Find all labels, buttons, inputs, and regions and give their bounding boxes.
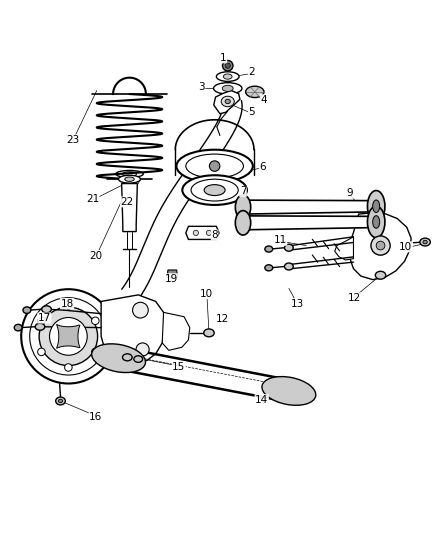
Ellipse shape (262, 377, 316, 405)
Ellipse shape (123, 354, 132, 361)
Ellipse shape (420, 238, 430, 246)
Text: 14: 14 (255, 394, 268, 405)
Text: 17: 17 (38, 313, 51, 323)
Ellipse shape (373, 200, 380, 213)
Circle shape (49, 318, 87, 355)
Text: 12: 12 (216, 314, 229, 324)
Ellipse shape (216, 72, 239, 82)
Polygon shape (186, 227, 219, 239)
Ellipse shape (285, 263, 293, 270)
Ellipse shape (375, 271, 386, 279)
Text: 5: 5 (248, 107, 255, 117)
Ellipse shape (56, 397, 65, 405)
Ellipse shape (134, 356, 143, 362)
Ellipse shape (246, 86, 264, 98)
Circle shape (223, 60, 233, 71)
Ellipse shape (23, 307, 31, 313)
Circle shape (376, 241, 385, 250)
Circle shape (38, 348, 45, 356)
Text: 7: 7 (240, 187, 246, 196)
Ellipse shape (123, 172, 137, 176)
Ellipse shape (116, 171, 143, 177)
Ellipse shape (204, 184, 225, 196)
Text: 21: 21 (86, 194, 99, 204)
Text: 20: 20 (89, 251, 102, 261)
Circle shape (193, 230, 198, 236)
Ellipse shape (223, 74, 232, 79)
Text: 23: 23 (66, 135, 79, 145)
Text: 19: 19 (164, 274, 177, 284)
Circle shape (225, 63, 230, 68)
Ellipse shape (423, 240, 427, 244)
Polygon shape (243, 200, 376, 214)
Polygon shape (214, 91, 240, 114)
Ellipse shape (265, 246, 273, 252)
Ellipse shape (125, 177, 134, 181)
Circle shape (92, 348, 99, 356)
Ellipse shape (14, 325, 22, 331)
Ellipse shape (42, 306, 51, 313)
Text: 10: 10 (200, 288, 213, 298)
Ellipse shape (373, 216, 380, 228)
Text: 1: 1 (220, 53, 227, 63)
Ellipse shape (367, 206, 385, 238)
Circle shape (371, 236, 390, 255)
Circle shape (30, 298, 107, 375)
Text: 13: 13 (291, 298, 304, 309)
Polygon shape (335, 237, 353, 260)
Ellipse shape (235, 195, 251, 220)
Circle shape (39, 307, 98, 366)
Ellipse shape (225, 99, 230, 103)
Ellipse shape (285, 244, 293, 251)
Circle shape (206, 230, 212, 236)
Text: 4: 4 (260, 95, 267, 104)
Text: 18: 18 (60, 298, 74, 309)
Ellipse shape (191, 179, 238, 201)
Ellipse shape (367, 190, 385, 222)
Ellipse shape (235, 211, 251, 235)
Circle shape (209, 161, 220, 171)
Polygon shape (101, 295, 164, 364)
Circle shape (136, 343, 149, 356)
Circle shape (64, 364, 72, 372)
Ellipse shape (119, 175, 141, 183)
Text: 22: 22 (121, 197, 134, 207)
Ellipse shape (265, 265, 273, 271)
Text: 6: 6 (259, 162, 266, 172)
Text: 11: 11 (273, 235, 287, 245)
Polygon shape (243, 216, 376, 230)
Ellipse shape (214, 83, 242, 94)
Text: 16: 16 (89, 412, 102, 422)
Polygon shape (167, 270, 177, 277)
Circle shape (133, 302, 148, 318)
Polygon shape (349, 212, 411, 280)
Ellipse shape (222, 85, 233, 92)
Ellipse shape (182, 175, 247, 205)
Ellipse shape (92, 344, 145, 373)
Circle shape (38, 317, 45, 325)
Polygon shape (57, 325, 80, 349)
Text: 9: 9 (346, 188, 353, 198)
Text: 10: 10 (399, 242, 413, 252)
Text: 2: 2 (248, 67, 255, 77)
Ellipse shape (35, 323, 45, 330)
Text: 8: 8 (211, 230, 218, 240)
Ellipse shape (221, 96, 234, 107)
Polygon shape (162, 312, 190, 350)
Polygon shape (122, 183, 138, 231)
Ellipse shape (204, 329, 214, 337)
Circle shape (92, 317, 99, 325)
Ellipse shape (177, 150, 253, 182)
Circle shape (21, 289, 116, 384)
Circle shape (64, 302, 72, 309)
Ellipse shape (186, 154, 244, 178)
Text: 12: 12 (348, 293, 361, 303)
Ellipse shape (58, 399, 63, 403)
Text: 15: 15 (172, 362, 185, 372)
Text: 3: 3 (198, 83, 205, 93)
